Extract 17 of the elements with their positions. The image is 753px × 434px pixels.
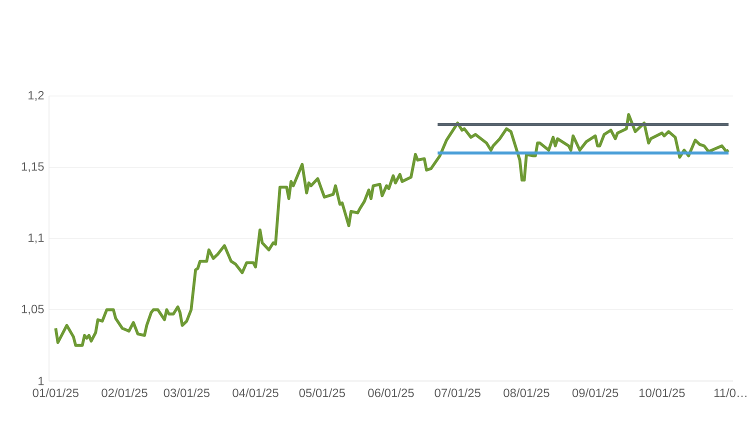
x-tick-label: 11/0… xyxy=(714,388,746,398)
y-tick-label: 1,15 xyxy=(22,162,44,172)
y-tick-label: 1 xyxy=(38,376,44,386)
x-tick-label: 04/01/25 xyxy=(232,388,278,398)
y-tick-label: 1,05 xyxy=(22,304,44,315)
x-tick-label: 09/01/25 xyxy=(572,388,618,398)
y-tick-label: 1,2 xyxy=(28,91,44,101)
x-tick-label: 02/01/25 xyxy=(102,388,148,398)
x-tick-label: 10/01/25 xyxy=(640,388,685,398)
y-tick-label: 1,1 xyxy=(28,234,44,244)
x-tick-label: 07/01/25 xyxy=(434,388,480,398)
x-tick-label: 06/01/25 xyxy=(368,388,414,398)
x-tick-label: 01/01/25 xyxy=(32,388,79,398)
x-tick-label: 03/01/25 xyxy=(164,388,210,398)
x-tick-label: 05/01/25 xyxy=(299,388,346,398)
line-series xyxy=(54,113,730,347)
x-tick-label: 08/01/25 xyxy=(504,388,550,398)
